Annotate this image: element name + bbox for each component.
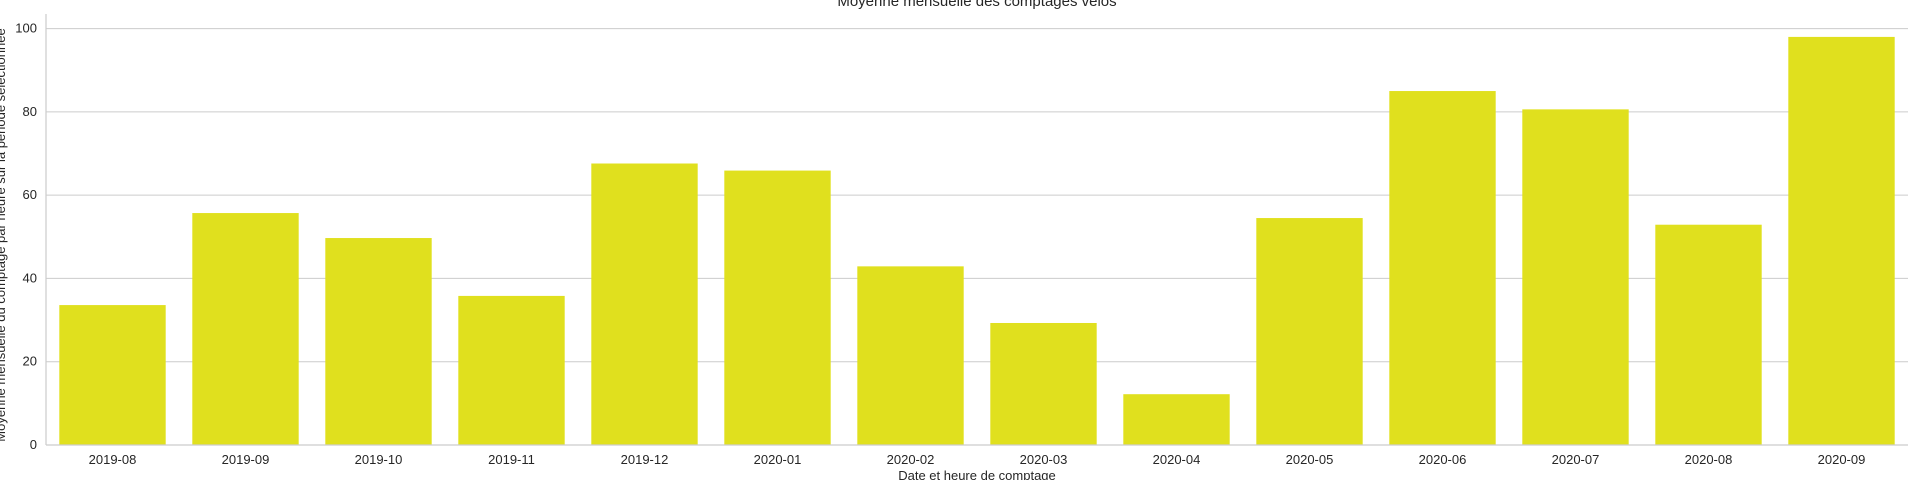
x-tick-label: 2020-08 bbox=[1685, 452, 1733, 467]
y-tick-label: 20 bbox=[23, 354, 37, 369]
chart-title: Moyenne mensuelle des comptages vélos bbox=[837, 0, 1116, 10]
x-tick-label: 2020-04 bbox=[1153, 452, 1201, 467]
x-tick-label: 2019-08 bbox=[89, 452, 137, 467]
x-tick-label: 2020-03 bbox=[1020, 452, 1068, 467]
y-tick-label: 0 bbox=[30, 437, 37, 452]
bar-2020-04 bbox=[1123, 394, 1230, 445]
y-tick-labels: 0 20 40 60 80 100 bbox=[15, 21, 37, 452]
x-tick-label: 2020-01 bbox=[754, 452, 802, 467]
bar-2020-05 bbox=[1256, 218, 1363, 445]
x-tick-labels: 2019-08 2019-09 2019-10 2019-11 2019-12 2020-… bbox=[89, 452, 1866, 467]
bar-2019-08 bbox=[59, 305, 166, 445]
y-tick-label: 60 bbox=[23, 187, 37, 202]
x-tick-label: 2019-12 bbox=[621, 452, 669, 467]
x-tick-label: 2019-11 bbox=[488, 452, 535, 467]
bar-2020-03 bbox=[990, 322, 1097, 445]
x-axis-label: Date et heure de comptage bbox=[898, 468, 1056, 480]
y-tick-label: 40 bbox=[23, 270, 37, 285]
y-tick-label: 80 bbox=[23, 104, 37, 119]
y-tick-label: 100 bbox=[15, 21, 37, 36]
x-tick-label: 2019-09 bbox=[222, 452, 270, 467]
bar-2019-12 bbox=[591, 163, 698, 445]
bar-2020-01 bbox=[724, 170, 831, 445]
bar-2020-09 bbox=[1788, 36, 1895, 445]
bar-2020-08 bbox=[1655, 224, 1762, 445]
bar-2019-09 bbox=[192, 213, 299, 445]
bars-layer bbox=[59, 36, 1895, 446]
bar-2020-07 bbox=[1522, 109, 1629, 445]
x-tick-label: 2020-09 bbox=[1818, 452, 1866, 467]
x-tick-label: 2020-02 bbox=[887, 452, 935, 467]
y-axis-label: Moyenne mensuelle du comptage par heure … bbox=[0, 28, 8, 441]
bar-2019-11 bbox=[458, 295, 565, 445]
axes-layer bbox=[45, 14, 1908, 446]
bar-2020-02 bbox=[857, 266, 964, 445]
x-tick-label: 2020-06 bbox=[1419, 452, 1467, 467]
bar-2019-10 bbox=[325, 238, 432, 445]
bar-2020-06 bbox=[1389, 91, 1496, 446]
x-tick-label: 2020-05 bbox=[1286, 452, 1334, 467]
x-tick-label: 2019-10 bbox=[355, 452, 403, 467]
x-tick-label: 2020-07 bbox=[1552, 452, 1600, 467]
